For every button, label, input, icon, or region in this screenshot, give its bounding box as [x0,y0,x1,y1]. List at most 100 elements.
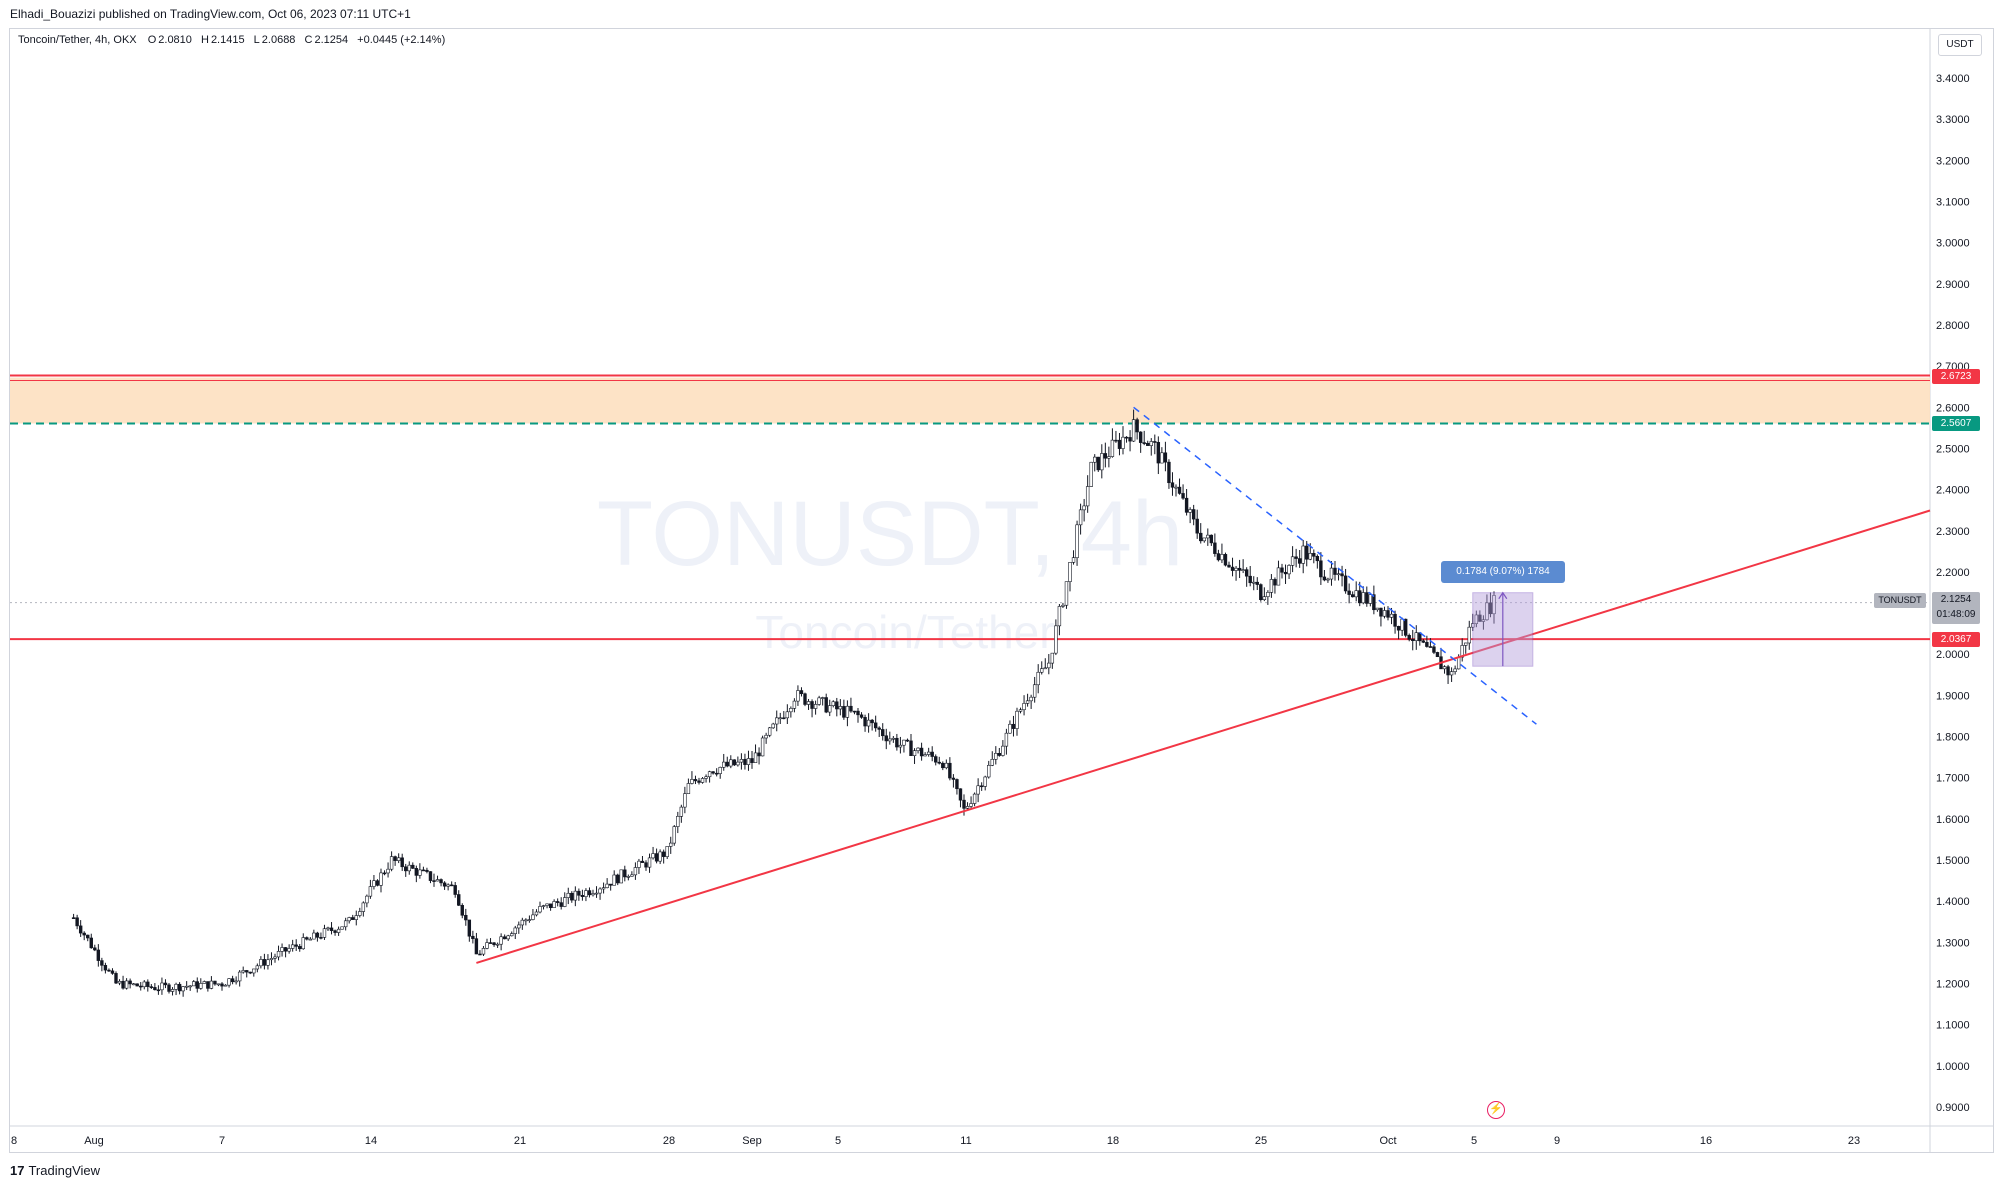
candle-body [782,717,786,720]
candle-body [290,944,295,949]
chart-frame [9,28,1994,1153]
price-tick-label: 2.9000 [1936,279,1970,291]
candle-body [552,901,556,908]
candle-body [131,983,136,986]
candle-body [227,978,231,986]
candle-body [909,740,913,756]
candle-body [1195,518,1199,534]
candle-body [580,895,585,897]
candle-body [107,969,111,972]
brand-name: TradingView [28,1163,101,1178]
candle-body [1011,723,1016,729]
candle-body [153,987,157,991]
candle-body [1146,442,1150,446]
candle-body [789,707,793,713]
candle-body [813,704,818,709]
support-label: 2.0367 [1932,632,1980,647]
candle-body [577,890,581,896]
candle-body [654,853,659,862]
candle-body [220,983,224,987]
candle-body [905,739,910,742]
time-tick-label: 5 [1471,1135,1477,1147]
current-price-tag: 2.1254 01:48:09 [1932,592,1980,624]
price-tick-label: 3.3000 [1936,114,1970,126]
candle-body [177,983,182,992]
candle-body [902,739,906,746]
candle-body [969,803,973,807]
candle-body [1220,554,1224,561]
candle-body [555,901,560,903]
change-value: +0.0445 (+2.14%) [357,34,446,46]
candle-body [845,705,850,718]
candle-body [524,919,528,922]
candle-body [1050,652,1055,664]
candle-body [605,883,609,888]
symbol-info: Toncoin/Tether, 4h, OKX [18,34,137,46]
candle-body [163,982,168,986]
candle-body [1386,610,1390,618]
candle-body [1160,452,1164,464]
candle-body [1142,442,1146,444]
footer-brand[interactable]: 17 TradingView [10,1159,100,1183]
publish-info: Elhadi_Bouazizi published on TradingView… [10,7,411,21]
candle-body [1213,542,1217,554]
candle-body [1075,524,1079,558]
candle-body [1372,594,1376,611]
candle-body [792,700,797,709]
candle-body [1001,745,1005,756]
candle-body [806,701,811,705]
candle-body [1082,505,1086,511]
candle-body [1114,439,1118,442]
candle-body [82,932,86,936]
candle-body [937,761,941,764]
candle-body [714,772,719,775]
candle-body [746,758,751,765]
candle-body [1043,667,1047,670]
candle-body [100,960,104,966]
ascending-trendline [476,509,1931,964]
candle-body [803,693,807,705]
candle-body [273,956,277,959]
lightning-icon[interactable]: ⚡ [1487,1101,1505,1119]
candle-body [1015,710,1019,729]
candle-body [298,946,302,950]
candle-body [859,714,864,718]
candle-body [252,968,256,974]
candle-body [976,785,980,795]
candle-body [912,750,917,756]
candle-body [743,759,747,765]
candle-body [852,710,857,713]
candle-body [329,927,334,931]
price-tick-label: 1.6000 [1936,814,1970,826]
resistance-bottom-label: 2.5607 [1932,416,1980,431]
candle-body [128,980,132,985]
candle-body [382,872,387,875]
candle-body [541,905,546,907]
currency-button[interactable]: USDT [1938,34,1982,56]
candle-body [863,717,867,727]
candle-body [1223,554,1228,566]
candle-body [601,887,606,890]
candle-body [1241,569,1245,571]
candle-body [1008,723,1012,734]
price-tick-label: 2.5000 [1936,443,1970,455]
candle-body [1315,555,1320,562]
symbol-legend: Toncoin/Tether, 4h, OKX O 2.0810 H 2.1415 … [18,34,451,46]
close-value: 2.1254 [314,34,349,46]
candle-body [368,886,373,897]
candle-body [835,701,839,710]
candle-body [354,915,358,920]
candle-body [1135,419,1139,433]
candle-body [842,706,846,718]
measure-tool-label: 0.1784 (9.07%) 1784 [1441,561,1565,583]
candle-body [1432,646,1436,653]
candle-body [1287,565,1291,575]
candle-body [849,705,853,712]
candle-body [775,717,779,725]
candle-body [93,947,97,951]
candle-body [237,971,242,982]
time-tick-label: Aug [84,1135,104,1147]
current-price-value: 2.1254 [1940,594,1972,605]
candle-body [404,866,408,872]
